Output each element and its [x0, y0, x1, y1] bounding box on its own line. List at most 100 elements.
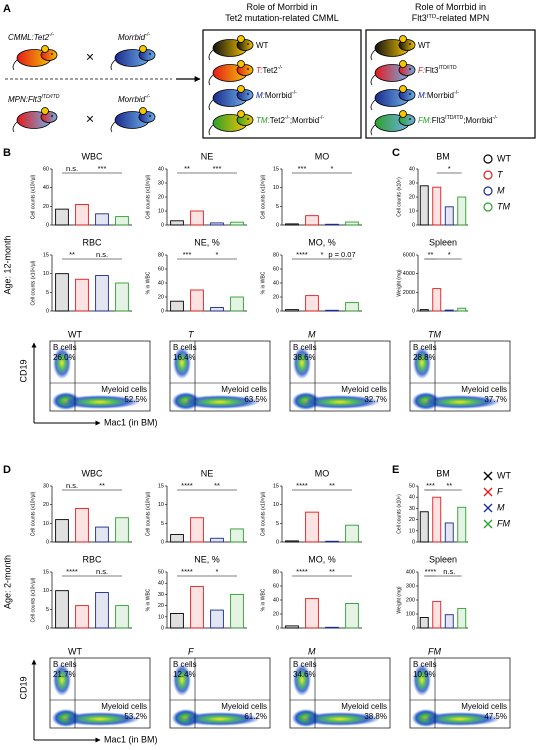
- bar: [75, 507, 89, 543]
- y-tick-label: 10: [273, 185, 279, 191]
- y-tick-label: 15: [273, 483, 279, 489]
- myeloid-percent: 63.5%: [244, 395, 267, 404]
- myeloid-label: Myeloid cells: [101, 702, 147, 711]
- bar: [325, 540, 339, 543]
- b-cell-percent: 21.7%: [53, 670, 76, 679]
- y-tick-label: 80: [273, 252, 279, 258]
- bar: [55, 519, 69, 543]
- mouse-tail: [208, 49, 214, 61]
- density-myeloid: [420, 395, 500, 409]
- text-segment: Morrbid: [118, 33, 146, 42]
- myeloid-label: Myeloid cells: [461, 702, 507, 711]
- myeloid-label: Myeloid cells: [101, 385, 147, 394]
- y-tick-label: 20: [158, 194, 164, 200]
- mouse-icon: [12, 45, 58, 71]
- y-tick-label: 40: [158, 280, 164, 286]
- group-label: F:Flt3ITD/ITD: [418, 65, 457, 75]
- legend-label: WT: [497, 470, 511, 480]
- significance-label: ****: [425, 567, 437, 576]
- y-tick-label: 30: [158, 592, 164, 598]
- mouse-eye: [247, 118, 249, 120]
- significance-label: ****: [296, 567, 308, 576]
- chart-title: MO: [315, 151, 330, 161]
- significance-label: **: [329, 481, 335, 490]
- y-tick-label: 4000: [403, 271, 415, 277]
- significance-label: *: [216, 567, 219, 576]
- mouse-icon: [12, 107, 58, 133]
- myeloid-percent: 37.7%: [484, 395, 507, 404]
- flow-plot: [409, 657, 511, 729]
- density-myeloid: [420, 712, 500, 726]
- age-label: Age: 2-month: [2, 555, 12, 609]
- mac1-label: Mac1 (in BM): [104, 734, 158, 744]
- bar: [55, 590, 69, 629]
- bar: [190, 517, 204, 543]
- bar: [170, 534, 184, 543]
- group-label: FM:Flt3ITD/ITD;Morrbid-/-: [418, 115, 498, 125]
- significance-label: n.s.: [96, 567, 108, 576]
- bar: [345, 524, 359, 543]
- text-segment: ;Morrbid: [290, 116, 319, 125]
- density-myeloid: [180, 712, 260, 726]
- text-segment: Role of Morrbid in: [246, 2, 317, 12]
- superscript: -/-: [278, 65, 283, 71]
- superscript: -/-: [454, 90, 459, 96]
- group-label: TM:Tet2-/-;Morrbid-/-: [256, 115, 324, 125]
- significance-label: ***: [213, 164, 222, 173]
- mouse-eye: [149, 53, 151, 55]
- bar: [230, 593, 244, 629]
- y-tick-label: 0: [46, 308, 49, 314]
- bar: [190, 586, 204, 629]
- bar: [432, 600, 442, 629]
- bar: [170, 220, 184, 226]
- bar: [285, 309, 299, 312]
- y-tick-label: 0: [46, 539, 49, 545]
- box-title: Flt3ITD-related MPN: [412, 13, 489, 23]
- bar: [305, 511, 319, 543]
- partner-label: Morrbid-/-: [118, 94, 150, 104]
- bar: [75, 605, 89, 629]
- flow-title: T: [188, 329, 195, 339]
- bar: [115, 605, 129, 629]
- y-tick-label: 15: [43, 569, 49, 575]
- legend-label: M: [497, 185, 505, 195]
- y-tick-label: 20: [273, 294, 279, 300]
- mouse-ear: [399, 110, 407, 118]
- density-myeloid: [180, 395, 260, 409]
- myeloid-percent: 52.5%: [124, 395, 147, 404]
- mouse-eye: [247, 68, 249, 70]
- y-tick-label: 10: [158, 614, 164, 620]
- significance-label: ***: [183, 250, 192, 259]
- mouse-tail: [370, 49, 376, 61]
- bar: [115, 216, 129, 226]
- text-segment: Morrbid: [427, 91, 454, 100]
- mouse-ear: [237, 35, 245, 43]
- mouse-ear: [139, 107, 147, 115]
- bar: [285, 625, 299, 629]
- bar: [285, 223, 299, 226]
- mouse-ear: [237, 110, 245, 118]
- bar: [95, 592, 109, 629]
- chart-title: RBC: [82, 554, 102, 564]
- box-title: Role of Morrbid in: [415, 2, 486, 12]
- mouse-ear: [399, 85, 407, 93]
- bar: [305, 295, 319, 312]
- b-cell-label: B cells: [413, 660, 437, 669]
- significance-label: *: [448, 250, 451, 259]
- mouse-eye: [409, 43, 411, 45]
- y-axis-label: % in WBC: [145, 271, 151, 294]
- legend-marker: [483, 519, 493, 529]
- bar: [345, 302, 359, 312]
- mouse-icon: [208, 85, 254, 111]
- panel-label: A: [3, 3, 11, 15]
- legend-marker: [483, 471, 493, 481]
- myeloid-label: Myeloid cells: [341, 385, 387, 394]
- legend-marker: [483, 186, 493, 196]
- chart-title: NE, %: [194, 237, 220, 247]
- y-axis-label: Cell counts (x10⁶/µl): [30, 577, 36, 622]
- chart-title: Spleen: [429, 554, 457, 564]
- bar: [305, 598, 319, 629]
- y-axis-label: Cell counts (x10⁶): [396, 177, 402, 217]
- mouse-ear: [399, 35, 407, 43]
- chart-title: BM: [436, 468, 450, 478]
